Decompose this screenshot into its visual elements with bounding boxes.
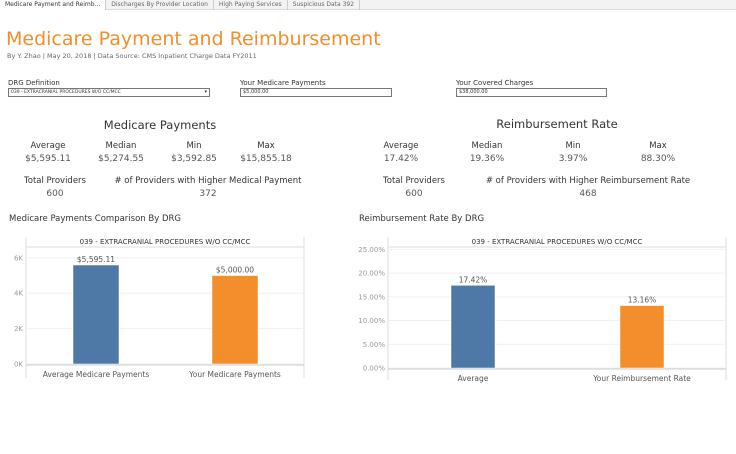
charges-label: Your Covered Charges bbox=[456, 79, 534, 87]
y-tick-label: 0.00% bbox=[363, 365, 386, 373]
drg-label: DRG Definition bbox=[8, 79, 60, 87]
data-label: $5,595.11 bbox=[77, 255, 115, 264]
tab-bar: Medicare Payment and Reimb... Discharges… bbox=[0, 0, 736, 10]
x-tick-label: Average Medicare Payments bbox=[43, 370, 150, 379]
bar bbox=[619, 305, 665, 369]
reimb-average-label: Average bbox=[383, 141, 419, 151]
y-tick-label: 6K bbox=[14, 254, 23, 262]
bar bbox=[450, 285, 496, 369]
x-tick-label: Your Medicare Payments bbox=[188, 370, 281, 379]
medicare-max-label: Max bbox=[257, 141, 275, 151]
chart-header: 039 - EXTRACRANIAL PROCEDURES W/O CC/MCC bbox=[472, 238, 643, 246]
drg-dropdown[interactable]: 039 - EXTRACRANIAL PROCEDURES W/O CC/MCC… bbox=[8, 88, 210, 97]
chart2-title: Reimbursement Rate By DRG bbox=[359, 214, 485, 224]
tab-medicare-payment[interactable]: Medicare Payment and Reimb... bbox=[0, 0, 107, 10]
medicare-providers-label: Total Providers bbox=[24, 176, 86, 186]
y-tick-label: 5.00% bbox=[363, 341, 386, 349]
data-label: $5,000.00 bbox=[216, 266, 254, 275]
medicare-higher: 372 bbox=[199, 189, 217, 199]
tab-suspicious[interactable]: Suspicious Data 392 bbox=[288, 0, 361, 10]
reimb-max: 88.30% bbox=[640, 154, 676, 164]
reimb-providers-label: Total Providers bbox=[383, 176, 445, 186]
reimb-higher-label: # of Providers with Higher Reimbursement… bbox=[485, 176, 691, 186]
chart2: 039 - EXTRACRANIAL PROCEDURES W/O CC/MCC… bbox=[358, 237, 727, 383]
payments-label: Your Medicare Payments bbox=[240, 79, 326, 87]
x-tick-label: Average bbox=[458, 374, 489, 383]
x-tick-label: Your Reimbursement Rate bbox=[592, 374, 691, 383]
chart1-title: Medicare Payments Comparison By DRG bbox=[9, 214, 181, 224]
medicare-median: $5,274.55 bbox=[98, 154, 144, 164]
bar bbox=[211, 275, 259, 365]
reimb-median: 19.36% bbox=[469, 154, 505, 164]
y-tick-label: 0K bbox=[14, 361, 23, 369]
y-tick-label: 10.00% bbox=[358, 317, 385, 325]
medicare-min-label: Min bbox=[186, 141, 202, 151]
bar bbox=[72, 264, 120, 365]
reimb-min-label: Min bbox=[565, 141, 581, 151]
medicare-median-label: Median bbox=[105, 141, 137, 151]
page-title: Medicare Payment and Reimbursement bbox=[6, 28, 381, 50]
y-tick-label: 25.00% bbox=[358, 246, 385, 254]
reimb-median-label: Median bbox=[471, 141, 503, 151]
page-subtitle: By Y. Zhao | May 20, 2018 | Data Source:… bbox=[7, 52, 257, 60]
chart1: 039 - EXTRACRANIAL PROCEDURES W/O CC/MCC… bbox=[14, 237, 305, 379]
y-tick-label: 15.00% bbox=[358, 293, 385, 301]
medicare-min: $3,592.85 bbox=[171, 154, 217, 164]
y-tick-label: 2K bbox=[14, 325, 23, 333]
tab-discharges[interactable]: Discharges By Provider Location bbox=[106, 0, 214, 10]
payments-input[interactable]: $5,000.00 bbox=[240, 88, 392, 97]
reimb-higher: 468 bbox=[579, 189, 597, 199]
medicare-title: Medicare Payments bbox=[103, 118, 217, 132]
drg-value: 039 - EXTRACRANIAL PROCEDURES W/O CC/MCC bbox=[11, 90, 121, 95]
data-label: 13.16% bbox=[628, 296, 657, 305]
reimb-max-label: Max bbox=[649, 141, 667, 151]
y-tick-label: 20.00% bbox=[358, 270, 385, 278]
y-tick-label: 4K bbox=[14, 290, 23, 298]
medicare-max: $15,855.18 bbox=[240, 154, 292, 164]
data-label: 17.42% bbox=[459, 275, 488, 284]
medicare-average-label: Average bbox=[30, 141, 66, 151]
chart-header: 039 - EXTRACRANIAL PROCEDURES W/O CC/MCC bbox=[80, 238, 251, 246]
tab-high-paying[interactable]: High Paying Services bbox=[214, 0, 288, 10]
reimb-providers: 600 bbox=[405, 189, 423, 199]
medicare-higher-label: # of Providers with Higher Medical Payme… bbox=[114, 176, 302, 186]
reimb-min: 3.97% bbox=[558, 154, 588, 164]
reimb-title: Reimbursement Rate bbox=[496, 117, 618, 131]
charges-input[interactable]: $38,000.00 bbox=[456, 88, 607, 97]
chevron-down-icon: ▾ bbox=[204, 89, 207, 95]
reimb-average: 17.42% bbox=[383, 154, 419, 164]
medicare-average: $5,595.11 bbox=[25, 154, 71, 164]
medicare-providers: 600 bbox=[46, 189, 64, 199]
